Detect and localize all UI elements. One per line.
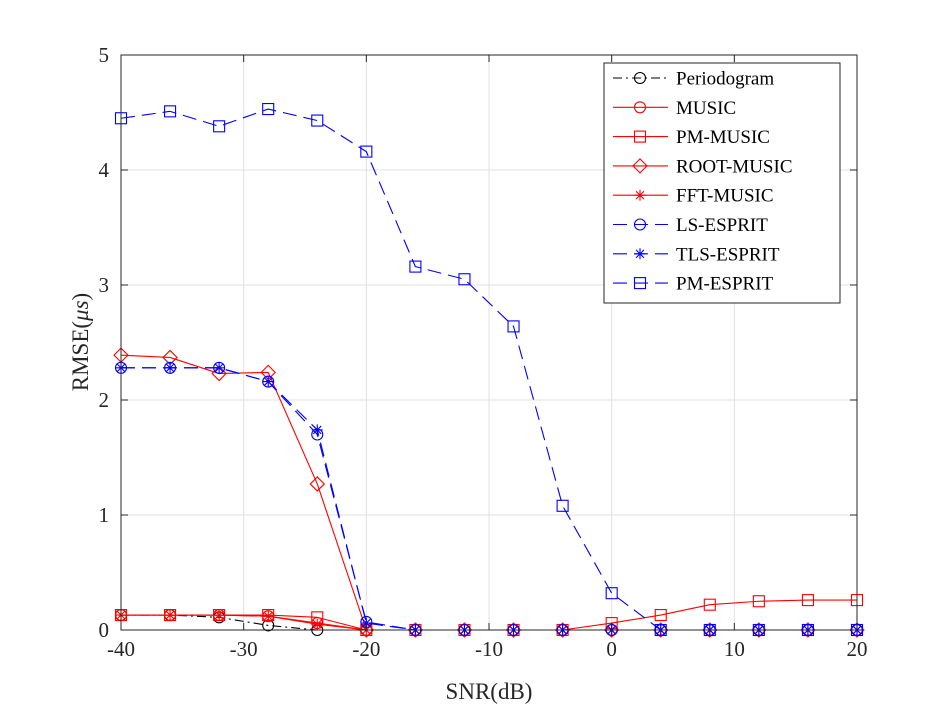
legend-marker-root-music [632,158,648,174]
data-point-fft-music [164,609,176,621]
data-point-fft-music [311,618,323,630]
data-point-root-music [358,622,375,638]
x-tick-label: -30 [230,637,258,661]
legend-marker-music [633,101,647,114]
data-point-pm-esprit [507,320,520,333]
legend-entry-music: MUSIC [613,98,736,119]
data-point-tls-esprit [213,362,225,374]
data-point-pm-esprit [311,114,324,127]
legend-marker-pm-music [633,130,647,143]
y-tick-label: 0 [99,618,110,642]
y-tick-label: 2 [99,388,110,412]
legend-marker-pm-esprit [633,277,647,290]
y-axis-label-main: RMSE( [68,321,93,391]
data-point-pm-esprit [409,260,422,273]
legend-entry-root-music: ROOT-MUSIC [613,156,793,177]
y-axis-label-close: ) [68,293,93,301]
x-axis-label: SNR(dB) [446,679,533,704]
data-point-pm-esprit [360,145,373,158]
y-axis-label: RMSE(μs) [68,293,93,391]
tick-labels: -40 -30 -20 -10 0 10 20 0 1 2 3 4 5 [99,43,868,661]
data-point-pm-music [801,594,814,607]
data-point-tls-esprit [311,424,323,436]
data-point-fft-music [213,609,225,621]
data-point-pm-esprit [605,587,618,600]
data-point-pm-music [752,595,765,608]
legend-entry-periodogram: Periodogram [613,69,774,90]
legend-marker-tls-esprit [634,248,646,260]
data-point-fft-music [262,610,274,622]
x-tick-label: 10 [724,637,745,661]
legend-marker-periodogram [633,71,647,85]
data-point-tls-esprit [262,376,274,388]
x-tick-label: -10 [475,637,503,661]
legend-entry-pm-music: PM-MUSIC [613,127,770,148]
x-tick-label: -40 [107,637,135,661]
y-axis-label-symbol: μs [68,300,93,322]
legend-label-periodogram: Periodogram [676,69,774,90]
tick-marks [120,54,858,631]
legend-entry-fft-music: FFT-MUSIC [613,186,774,207]
y-tick-label: 3 [99,273,110,297]
x-tick-label: 0 [606,637,617,661]
legend-marker-fft-music [634,189,646,201]
y-tick-label: 1 [99,503,110,527]
x-tick-label: -20 [352,637,380,661]
legend-label-tls-esprit: TLS-ESPRIT [676,244,780,265]
y-tick-label: 4 [99,158,110,182]
data-point-root-music [309,476,326,492]
data-point-pm-music [703,598,716,611]
legend-entry-tls-esprit: TLS-ESPRIT [613,244,780,265]
legend-label-ls-esprit: LS-ESPRIT [676,215,768,236]
data-point-pm-esprit [164,105,177,118]
data-point-pm-esprit [262,103,275,116]
legend-label-pm-music: PM-MUSIC [676,127,770,148]
legend-label-fft-music: FFT-MUSIC [676,186,774,207]
legend-marker-ls-esprit [633,218,647,231]
legend-label-music: MUSIC [676,98,736,119]
data-point-pm-esprit [556,499,569,512]
data-point-pm-esprit [213,120,226,133]
y-tick-label: 5 [99,43,110,67]
x-tick-label: 20 [847,637,868,661]
legend-entry-pm-esprit: PM-ESPRIT [613,274,774,295]
legend: Periodogram MUSIC PM-MUSIC ROOT-MUSIC FFT-MU… [603,62,841,304]
legend-label-root-music: ROOT-MUSIC [676,156,793,177]
legend-entry-ls-esprit: LS-ESPRIT [613,215,768,236]
data-point-pm-esprit [458,273,471,286]
data-point-pm-music [654,608,667,622]
data-point-tls-esprit [164,362,176,374]
legend-label-pm-esprit: PM-ESPRIT [676,274,774,295]
